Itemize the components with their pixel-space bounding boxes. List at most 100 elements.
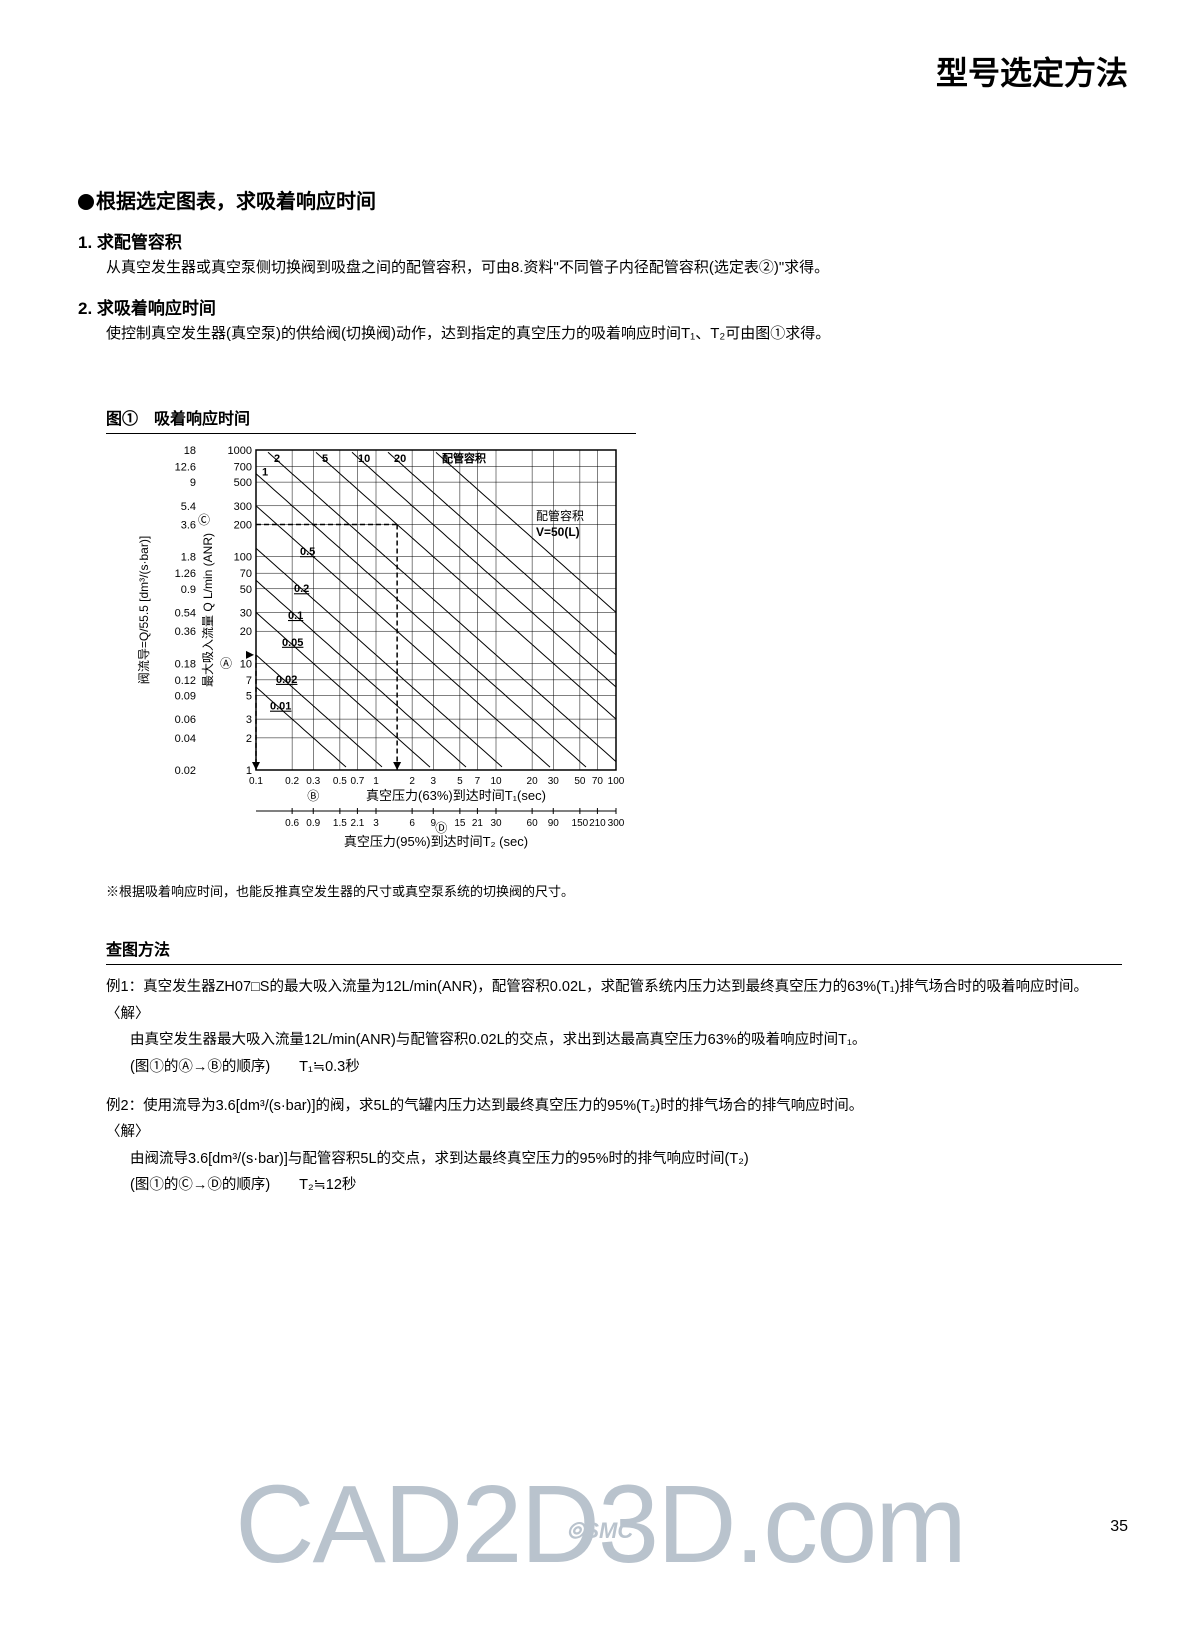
section-1-heading: 1. 求配管容积 (78, 228, 1122, 253)
svg-text:70: 70 (592, 776, 604, 787)
svg-text:10: 10 (240, 658, 252, 670)
svg-text:50: 50 (240, 584, 252, 596)
svg-text:0.5: 0.5 (300, 546, 315, 558)
chart-title: 图① 吸着响应时间 (106, 405, 636, 434)
svg-text:20: 20 (240, 626, 252, 638)
svg-text:0.2: 0.2 (285, 776, 299, 787)
ex2-sol-line2: (图①的Ⓒ→Ⓓ的顺序) T₂≒12秒 (130, 1173, 1122, 1198)
svg-text:Ⓒ: Ⓒ (198, 513, 210, 527)
svg-text:5.4: 5.4 (181, 501, 196, 513)
svg-text:1000: 1000 (228, 445, 252, 457)
svg-text:9: 9 (190, 477, 196, 489)
svg-text:阀流导=Q/55.5 [dm³/(s·bar)]: 阀流导=Q/55.5 [dm³/(s·bar)] (137, 536, 151, 684)
svg-text:1: 1 (373, 776, 379, 787)
svg-text:2.1: 2.1 (350, 818, 364, 829)
svg-text:15: 15 (454, 818, 466, 829)
ex1-sol-line1: 由真空发生器最大吸入流量12L/min(ANR)与配管容积0.02L的交点，求出… (130, 1028, 1122, 1053)
svg-text:70: 70 (240, 568, 252, 580)
svg-text:1.8: 1.8 (181, 552, 196, 564)
svg-text:200: 200 (234, 520, 252, 532)
chart-footnote: ※根据吸着响应时间，也能反推真空发生器的尺寸或真空泵系统的切换阀的尺寸。 (106, 881, 1122, 900)
ex1-line1: 例1：真空发生器ZH07□S的最大吸入流量为12L/min(ANR)，配管容积0… (106, 975, 1122, 1000)
method-text: 例1：真空发生器ZH07□S的最大吸入流量为12L/min(ANR)，配管容积0… (106, 975, 1122, 1198)
svg-text:Ⓑ: Ⓑ (307, 789, 319, 803)
section-2: 2. 求吸着响应时间 使控制真空发生器(真空泵)的供给阀(切换阀)动作，达到指定… (78, 294, 1122, 346)
nomograph-chart: 10001870012.650093005.42003.61001.8701.2… (106, 440, 636, 870)
svg-text:0.7: 0.7 (350, 776, 364, 787)
ex2-sol-label: 〈解〉 (106, 1120, 1122, 1145)
svg-text:500: 500 (234, 477, 252, 489)
svg-text:700: 700 (234, 462, 252, 474)
svg-text:0.05: 0.05 (282, 637, 303, 649)
svg-text:真空压力(95%)到达时间T₂ (sec): 真空压力(95%)到达时间T₂ (sec) (344, 834, 528, 849)
svg-text:0.1: 0.1 (288, 610, 303, 622)
svg-text:30: 30 (548, 776, 560, 787)
main-heading-text: 根据选定图表，求吸着响应时间 (96, 191, 376, 213)
svg-text:0.9: 0.9 (181, 584, 196, 596)
svg-text:9: 9 (430, 818, 436, 829)
section-2-title: 求吸着响应时间 (97, 299, 216, 318)
svg-text:1: 1 (262, 467, 268, 479)
svg-text:1.26: 1.26 (175, 568, 196, 580)
svg-text:Ⓐ: Ⓐ (220, 656, 232, 670)
svg-text:Ⓓ: Ⓓ (435, 821, 447, 835)
svg-text:10: 10 (358, 453, 370, 465)
svg-text:0.04: 0.04 (175, 733, 196, 745)
svg-text:3: 3 (373, 818, 379, 829)
page-number: 35 (1110, 1518, 1128, 1536)
svg-text:0.18: 0.18 (175, 658, 196, 670)
section-2-num: 2. (78, 299, 92, 318)
section-2-text: 使控制真空发生器(真空泵)的供给阀(切换阀)动作，达到指定的真空压力的吸着响应时… (106, 323, 1122, 346)
svg-text:50: 50 (574, 776, 586, 787)
svg-text:0.9: 0.9 (306, 818, 320, 829)
svg-text:V=50(L): V=50(L) (536, 525, 580, 539)
svg-text:5: 5 (457, 776, 463, 787)
svg-text:2: 2 (409, 776, 415, 787)
main-heading: 根据选定图表，求吸着响应时间 (78, 185, 1122, 214)
svg-text:100: 100 (608, 776, 625, 787)
svg-text:7: 7 (246, 675, 252, 687)
svg-text:150: 150 (572, 818, 589, 829)
svg-text:0.6: 0.6 (285, 818, 299, 829)
svg-text:0.36: 0.36 (175, 626, 196, 638)
svg-text:20: 20 (527, 776, 539, 787)
svg-text:20: 20 (394, 453, 406, 465)
svg-text:2: 2 (274, 453, 280, 465)
svg-text:18: 18 (184, 445, 196, 457)
bullet-icon (78, 194, 94, 210)
svg-text:210: 210 (589, 818, 606, 829)
method-title: 查图方法 (106, 936, 1122, 965)
svg-text:0.02: 0.02 (175, 765, 196, 777)
svg-text:最大吸入流量 Q L/min (ANR): 最大吸入流量 Q L/min (ANR) (201, 533, 215, 687)
svg-text:3.6: 3.6 (181, 520, 196, 532)
section-1: 1. 求配管容积 从真空发生器或真空泵侧切换阀到吸盘之间的配管容积，可由8.资料… (78, 228, 1122, 280)
svg-text:7: 7 (475, 776, 481, 787)
svg-text:90: 90 (548, 818, 560, 829)
svg-text:配管容积: 配管容积 (536, 508, 584, 523)
ex1-sol-label: 〈解〉 (106, 1002, 1122, 1027)
ex2-sol-line1: 由阀流导3.6[dm³/(s·bar)]与配管容积5L的交点，求到达最终真空压力… (130, 1147, 1122, 1172)
svg-text:0.12: 0.12 (175, 675, 196, 687)
svg-text:配管容积: 配管容积 (442, 451, 486, 465)
chart-block: 图① 吸着响应时间 10001870012.650093005.42003.61… (106, 405, 1122, 900)
watermark: CAD2D3D.com (0, 1461, 1200, 1588)
svg-text:60: 60 (527, 818, 539, 829)
svg-text:0.06: 0.06 (175, 714, 196, 726)
section-1-title: 求配管容积 (97, 233, 182, 252)
svg-text:0.02: 0.02 (276, 674, 297, 686)
svg-text:30: 30 (490, 818, 502, 829)
svg-text:0.09: 0.09 (175, 690, 196, 702)
ex1-sol-line2: (图①的Ⓐ→Ⓑ的顺序) T₁≒0.3秒 (130, 1055, 1122, 1080)
svg-text:5: 5 (322, 453, 328, 465)
svg-text:1.5: 1.5 (333, 818, 347, 829)
svg-text:0.01: 0.01 (270, 701, 291, 713)
svg-text:真空压力(63%)到达时间T₁(sec): 真空压力(63%)到达时间T₁(sec) (366, 788, 546, 803)
svg-text:2: 2 (246, 733, 252, 745)
section-1-num: 1. (78, 233, 92, 252)
svg-text:12.6: 12.6 (175, 462, 196, 474)
svg-text:3: 3 (430, 776, 436, 787)
content-area: 根据选定图表，求吸着响应时间 1. 求配管容积 从真空发生器或真空泵侧切换阀到吸… (78, 185, 1122, 1200)
svg-text:10: 10 (490, 776, 502, 787)
svg-text:6: 6 (409, 818, 415, 829)
svg-text:0.2: 0.2 (294, 583, 309, 595)
